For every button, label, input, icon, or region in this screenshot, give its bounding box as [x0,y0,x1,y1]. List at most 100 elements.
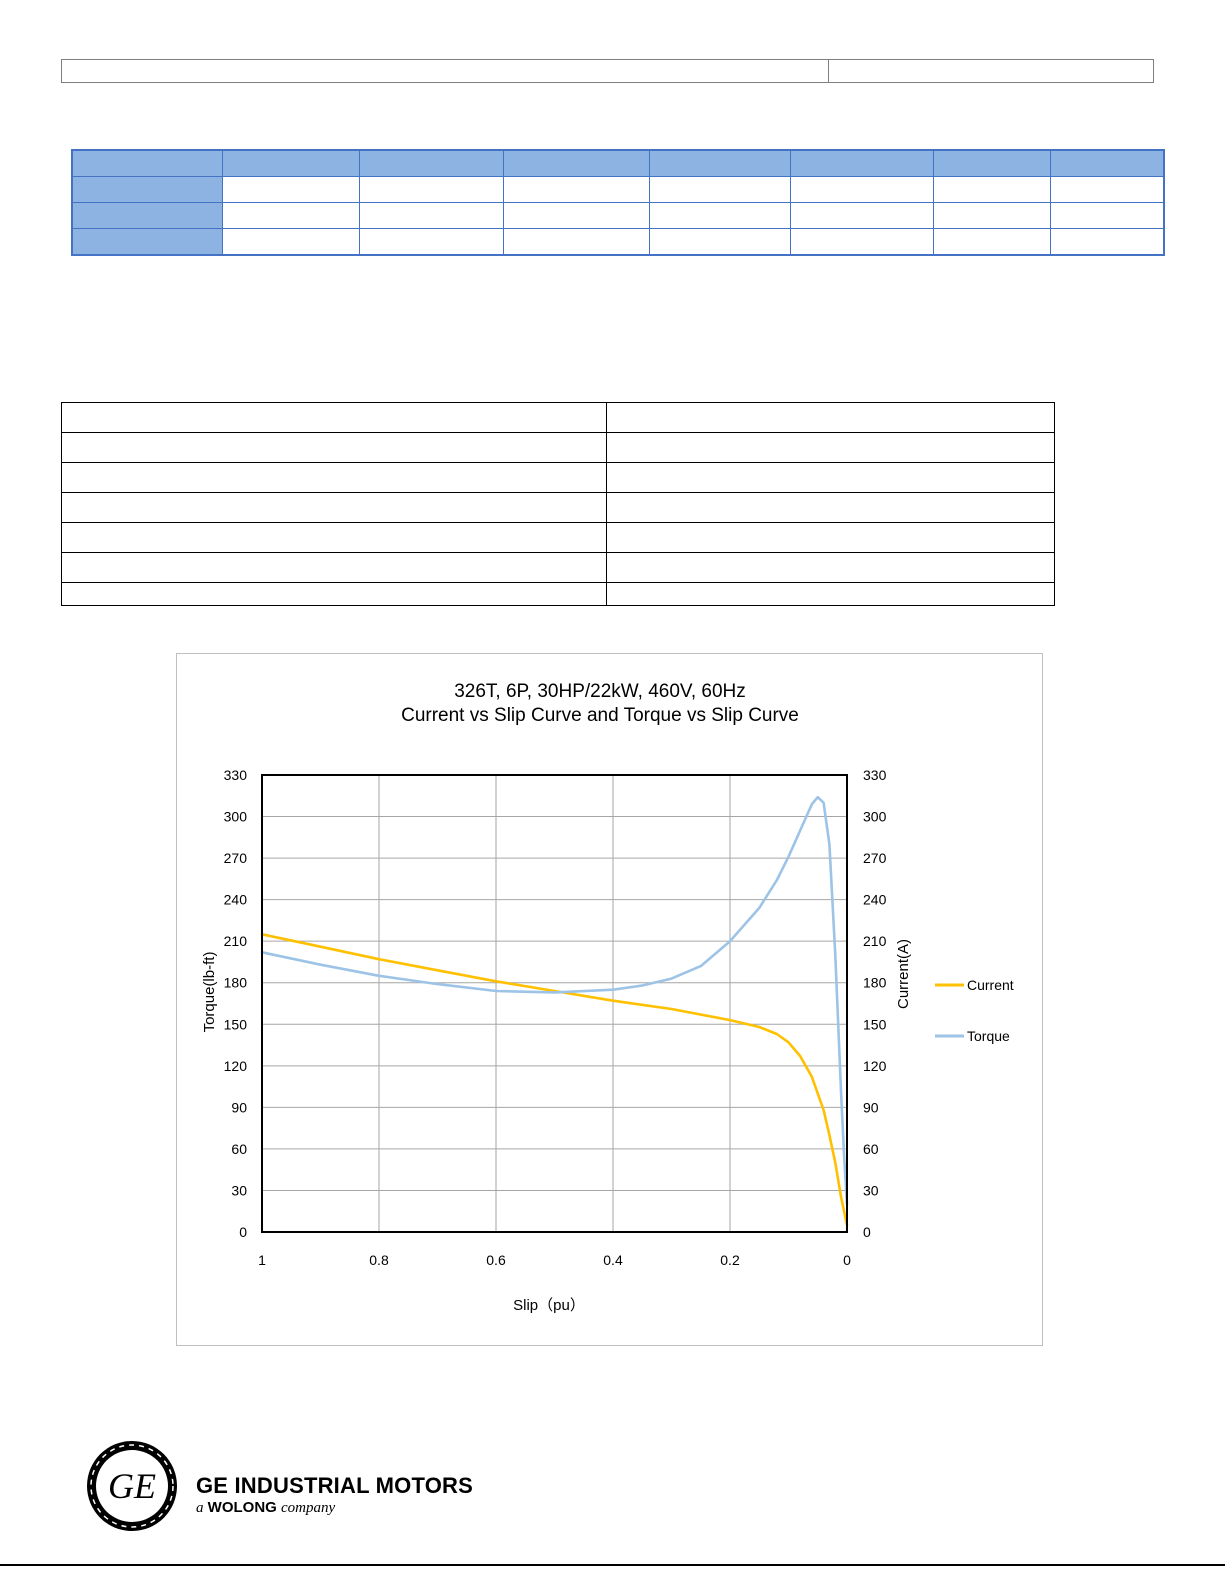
table-cell [358,176,504,203]
y-tick-label-left: 330 [224,767,248,783]
table-cell [61,522,607,553]
table-cell [648,202,791,229]
table-row [61,432,1055,463]
table-cell [61,59,829,83]
series-layer [260,795,849,1227]
table-header-cell [789,149,934,177]
table-header-row [71,149,1165,177]
table-row [61,552,1055,583]
y-tick-label-right: 30 [863,1182,879,1198]
chart-frame: 326T, 6P, 30HP/22kW, 460V, 60Hz Current … [176,653,1043,1346]
row-header-cell [71,176,223,203]
y-tick-label-left: 30 [231,1182,247,1198]
x-tick-label: 0.4 [603,1252,623,1268]
y-tick-label-right: 180 [863,975,887,991]
table-cell [61,402,607,433]
table-header-cell [71,149,223,177]
table-cell [606,582,1055,606]
table-cell [648,228,791,256]
table-cell [606,462,1055,493]
table-header-cell [648,149,791,177]
y-axis-left-label: Torque(lb-ft) [201,952,218,1033]
table-cell [61,492,607,523]
table-cell [828,59,1154,83]
table-cell [358,202,504,229]
y-tick-label-left: 90 [231,1099,247,1115]
table-cell [932,202,1051,229]
y-tick-label-left: 150 [224,1016,248,1032]
footer-divider [0,1564,1225,1566]
table-cell [932,176,1051,203]
table-cell [606,432,1055,463]
table-cell [61,462,607,493]
y-axis-right-label: Current(A) [895,939,912,1009]
tagline-suffix: company [281,1500,336,1516]
slip-curve-chart: 326T, 6P, 30HP/22kW, 460V, 60Hz Current … [201,681,1014,1314]
brand-footer: GE GE INDUSTRIAL MOTORS a WOLONG company [86,1440,506,1532]
table-cell [221,202,360,229]
table-row [61,522,1055,553]
x-tick-label: 0 [843,1252,851,1268]
table-cell [502,176,650,203]
series-line-torque [260,795,849,1206]
table-cell [61,582,607,606]
table-cell [648,176,791,203]
y-tick-label-right: 240 [863,892,887,908]
table-header-cell [502,149,650,177]
table-cell [1049,228,1165,256]
ge-logo-icon: GE [87,1441,177,1531]
x-tick-label: 0.8 [369,1252,389,1268]
table-cell [502,202,650,229]
legend: Current Torque [935,977,1014,1044]
y-tick-label-right: 300 [863,809,887,825]
table-cell [61,552,607,583]
y-tick-label-right: 0 [863,1224,871,1240]
table-row [61,462,1055,493]
table-cell [789,202,934,229]
brand-name: GE INDUSTRIAL MOTORS [196,1473,473,1498]
table-cell [221,228,360,256]
y-tick-label-left: 120 [224,1058,248,1074]
table-cell [1049,202,1165,229]
table-header-cell [932,149,1051,177]
y-tick-label-right: 270 [863,850,887,866]
y-tick-label-right: 210 [863,933,887,949]
x-tick-label: 0.6 [486,1252,506,1268]
table-row [61,492,1055,523]
y-tick-label-right: 330 [863,767,887,783]
table-header-cell [1049,149,1165,177]
y-tick-label-right: 120 [863,1058,887,1074]
x-axis-label: Slip（pu） [513,1297,585,1314]
brand-tagline: a WOLONG company [196,1499,335,1517]
x-tick-label: 1 [258,1252,266,1268]
table-cell [1049,176,1165,203]
y-tick-label-right: 90 [863,1099,879,1115]
wolong-name: WOLONG [207,1499,277,1516]
table-row [61,402,1055,433]
table-cell [221,176,360,203]
plot-area [261,774,848,1233]
table-row [71,228,1165,256]
y-tick-label-right: 60 [863,1141,879,1157]
spec-table [61,402,1055,606]
ge-logo-text: GE [108,1466,156,1506]
table-cell [606,522,1055,553]
table-cell [789,228,934,256]
tagline-prefix: a [196,1500,204,1516]
row-header-cell [71,202,223,229]
y-tick-label-left: 300 [224,809,248,825]
y-tick-label-left: 210 [224,933,248,949]
table-row [61,582,1055,606]
y-tick-label-left: 60 [231,1141,247,1157]
table-row [71,202,1165,229]
table-cell [358,228,504,256]
y-tick-label-left: 270 [224,850,248,866]
legend-label-current: Current [967,977,1014,993]
y-tick-label-left: 240 [224,892,248,908]
table-cell [61,432,607,463]
y-tick-label-right: 150 [863,1016,887,1032]
chart-subtitle: Current vs Slip Curve and Torque vs Slip… [401,705,799,726]
legend-label-torque: Torque [967,1028,1010,1044]
table-cell [932,228,1051,256]
